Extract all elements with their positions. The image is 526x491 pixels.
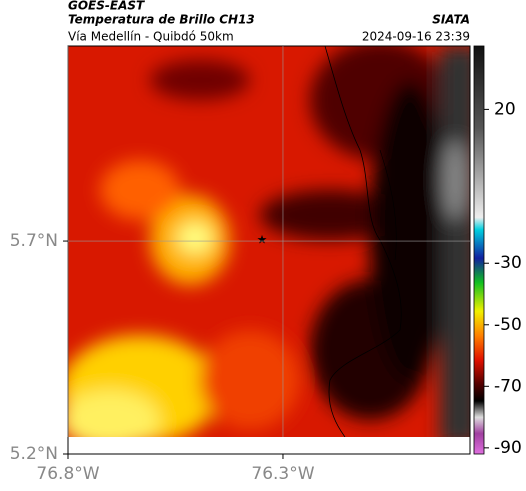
location-star: ★ bbox=[257, 233, 268, 247]
x-tick-label: 76.8°W bbox=[36, 464, 99, 484]
colorbar bbox=[473, 45, 485, 455]
title: GOES-EAST bbox=[68, 0, 145, 13]
colorbar-tick-label: -70 bbox=[494, 376, 522, 396]
x-tick-label: 76.3°W bbox=[251, 464, 314, 484]
y-tick-label: 5.7°N bbox=[10, 231, 58, 251]
timestamp: 2024-09-16 23:39 bbox=[362, 30, 470, 44]
colorbar-tick-label: -50 bbox=[494, 315, 522, 335]
source: SIATA bbox=[432, 13, 470, 27]
colorbar-tick-label: -90 bbox=[494, 438, 522, 458]
y-tick-label: 5.2°N bbox=[10, 444, 58, 464]
region: Vía Medellín - Quibdó 50km bbox=[68, 30, 234, 44]
colorbar-tick-label: 20 bbox=[494, 99, 516, 119]
temperature-field bbox=[68, 46, 470, 437]
subtitle: Temperatura de Brillo CH13 bbox=[68, 13, 255, 27]
colorbar-tick-label: -30 bbox=[494, 253, 522, 273]
